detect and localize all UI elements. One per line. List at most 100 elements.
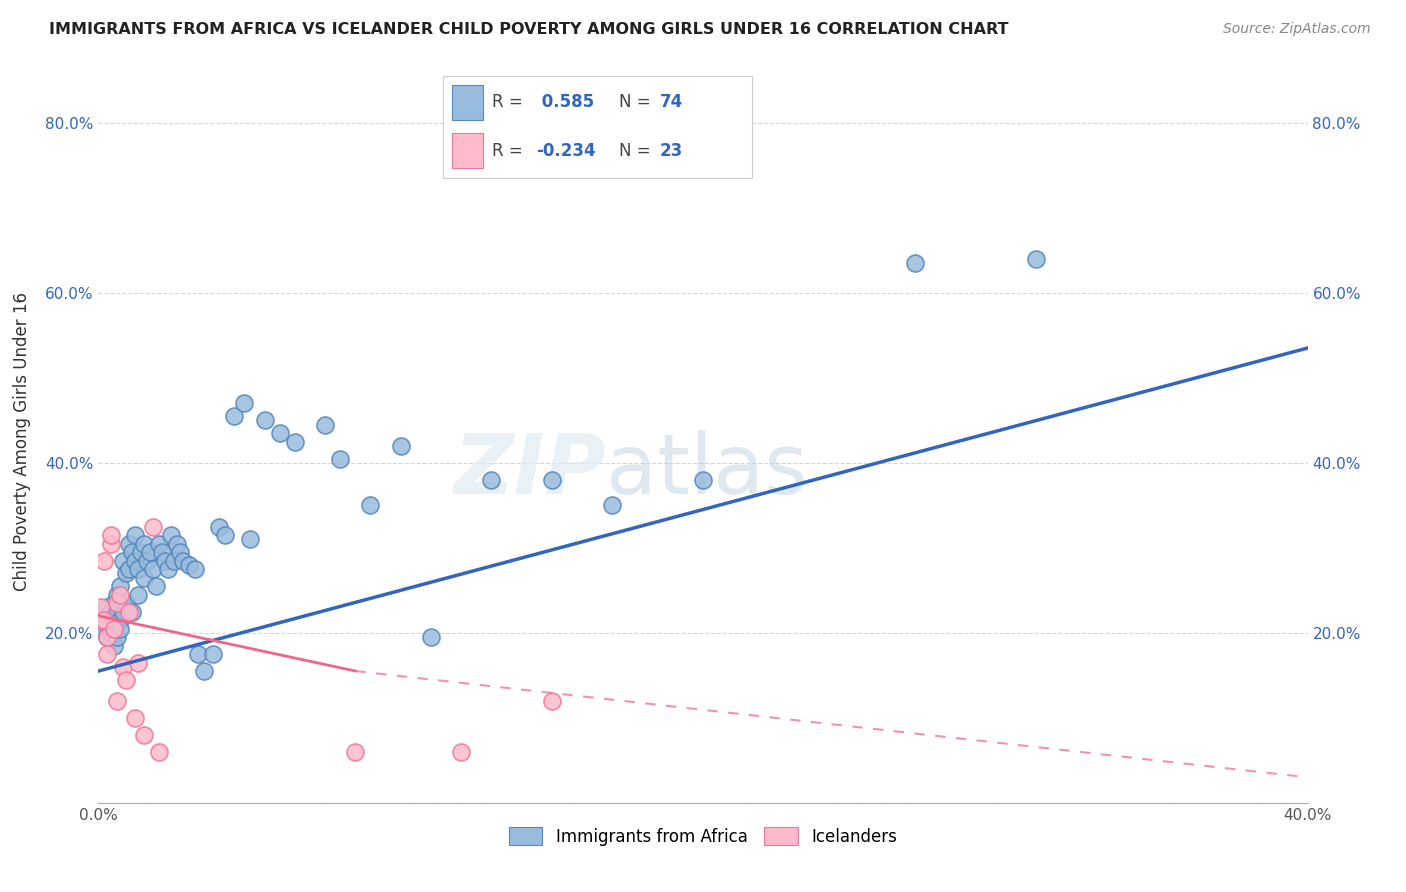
Text: N =: N = xyxy=(619,94,657,112)
Point xyxy=(132,728,155,742)
Point xyxy=(481,473,503,487)
Point xyxy=(96,613,118,627)
Text: R =: R = xyxy=(492,94,529,112)
Point xyxy=(108,588,131,602)
Point xyxy=(105,605,128,619)
Point xyxy=(160,528,183,542)
Point xyxy=(103,639,125,653)
Point xyxy=(187,647,209,661)
FancyBboxPatch shape xyxy=(443,76,752,178)
Point xyxy=(314,417,336,432)
Point xyxy=(127,656,149,670)
Point xyxy=(114,566,136,581)
Point xyxy=(389,439,412,453)
Point xyxy=(163,553,186,567)
Point xyxy=(232,396,254,410)
Point xyxy=(179,558,201,572)
Point xyxy=(100,605,122,619)
Point xyxy=(105,596,128,610)
Point xyxy=(184,562,207,576)
Point xyxy=(90,613,112,627)
Point xyxy=(239,533,262,547)
Point xyxy=(224,409,246,423)
Text: 74: 74 xyxy=(659,94,683,112)
Point xyxy=(124,553,146,567)
Text: 23: 23 xyxy=(659,142,683,160)
Point xyxy=(93,622,115,636)
Text: IMMIGRANTS FROM AFRICA VS ICELANDER CHILD POVERTY AMONG GIRLS UNDER 16 CORRELATI: IMMIGRANTS FROM AFRICA VS ICELANDER CHIL… xyxy=(49,22,1008,37)
Point xyxy=(135,553,157,567)
Point xyxy=(202,647,225,661)
Point xyxy=(93,617,115,632)
Point xyxy=(111,605,134,619)
Point xyxy=(193,664,215,678)
Text: Source: ZipAtlas.com: Source: ZipAtlas.com xyxy=(1223,22,1371,37)
Point xyxy=(100,528,122,542)
Point xyxy=(96,647,118,661)
Point xyxy=(145,579,167,593)
Point xyxy=(166,536,188,550)
Point xyxy=(127,562,149,576)
Point xyxy=(100,625,122,640)
Point xyxy=(118,605,141,619)
Point xyxy=(105,588,128,602)
Point xyxy=(208,519,231,533)
Point xyxy=(111,660,134,674)
Text: 0.585: 0.585 xyxy=(536,94,593,112)
Point xyxy=(129,545,152,559)
Point xyxy=(172,553,194,567)
Point xyxy=(121,605,143,619)
Point xyxy=(329,451,352,466)
Point xyxy=(96,630,118,644)
Point xyxy=(118,562,141,576)
Point xyxy=(156,562,179,576)
Point xyxy=(148,745,170,759)
Point xyxy=(692,473,714,487)
Point xyxy=(127,588,149,602)
FancyBboxPatch shape xyxy=(453,85,484,120)
Point xyxy=(105,630,128,644)
Point xyxy=(602,498,624,512)
Point xyxy=(132,570,155,584)
Point xyxy=(103,617,125,632)
Point xyxy=(108,579,131,593)
Point xyxy=(93,613,115,627)
Point xyxy=(344,745,367,759)
Point xyxy=(214,528,236,542)
Point xyxy=(132,536,155,550)
Point xyxy=(118,536,141,550)
Point xyxy=(111,596,134,610)
Point xyxy=(540,694,562,708)
FancyBboxPatch shape xyxy=(453,133,484,168)
Legend: Immigrants from Africa, Icelanders: Immigrants from Africa, Icelanders xyxy=(502,821,904,852)
Text: N =: N = xyxy=(619,142,657,160)
Point xyxy=(114,596,136,610)
Point xyxy=(105,694,128,708)
Point xyxy=(103,622,125,636)
Point xyxy=(93,553,115,567)
Point xyxy=(142,519,165,533)
Point xyxy=(150,545,173,559)
Point xyxy=(284,434,307,449)
Point xyxy=(253,413,276,427)
Point xyxy=(269,425,291,440)
Point xyxy=(90,608,112,623)
Point xyxy=(111,553,134,567)
Point xyxy=(904,256,927,270)
Point xyxy=(90,613,112,627)
Point xyxy=(124,528,146,542)
Y-axis label: Child Poverty Among Girls Under 16: Child Poverty Among Girls Under 16 xyxy=(13,292,31,591)
Point xyxy=(540,473,562,487)
Point xyxy=(114,673,136,687)
Point xyxy=(450,745,472,759)
Point xyxy=(93,605,115,619)
Point xyxy=(360,498,382,512)
Point xyxy=(100,536,122,550)
Point xyxy=(96,600,118,615)
Point xyxy=(90,600,112,615)
Point xyxy=(96,608,118,623)
Text: -0.234: -0.234 xyxy=(536,142,595,160)
Point xyxy=(169,545,191,559)
Point xyxy=(153,553,176,567)
Point xyxy=(108,613,131,627)
